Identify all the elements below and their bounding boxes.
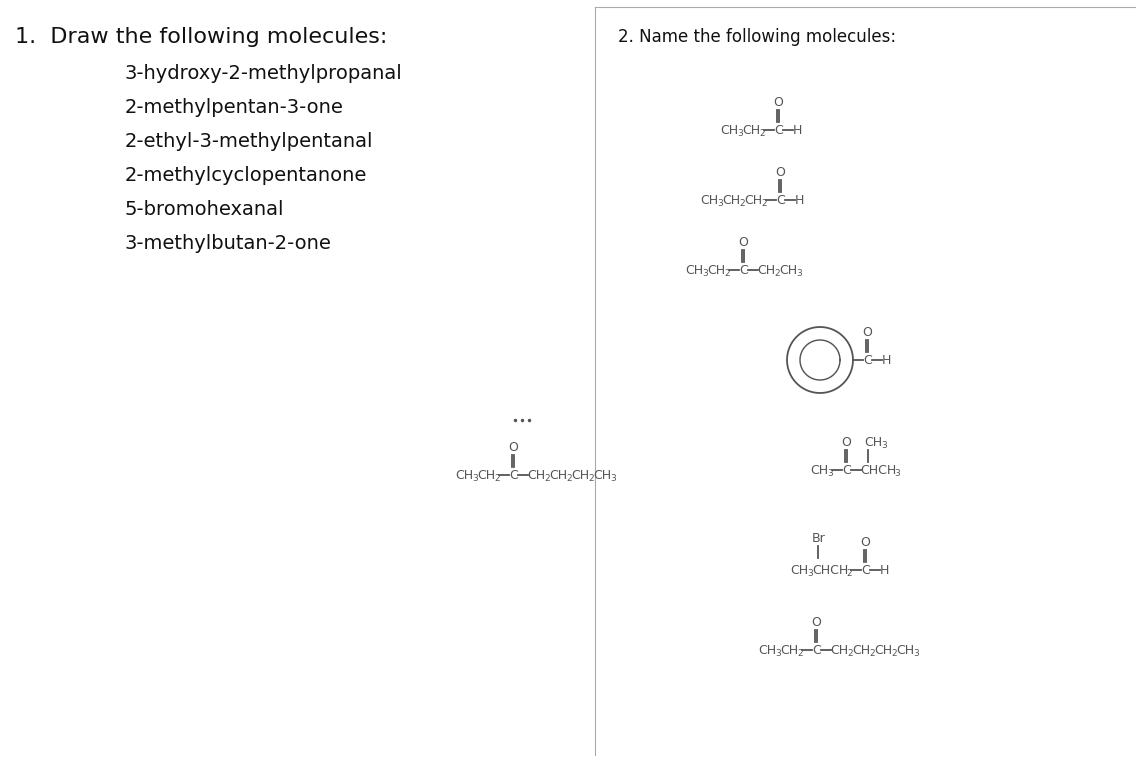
Text: CH: CH [780,643,798,656]
Text: 2-methylcyclopentanone: 2-methylcyclopentanone [125,165,367,184]
Text: 3: 3 [797,269,803,278]
Text: 3: 3 [717,199,723,208]
Text: 3-methylbutan-2-one: 3-methylbutan-2-one [125,233,332,252]
Text: 2: 2 [762,199,766,208]
Text: 2: 2 [759,129,765,138]
Text: CH: CH [811,464,828,477]
Text: CH: CH [720,123,738,136]
Text: O: O [862,325,872,338]
Text: 2. Name the following molecules:: 2. Name the following molecules: [618,28,896,46]
Text: 2-ethyl-3-methylpentanal: 2-ethyl-3-methylpentanal [125,132,374,151]
Text: 2: 2 [567,474,572,483]
Text: 2: 2 [494,474,499,483]
Text: O: O [775,165,785,178]
Text: 2: 2 [545,474,551,483]
Text: 2: 2 [724,269,730,278]
Text: C: C [863,353,872,366]
Text: CH: CH [707,263,725,276]
Text: CH: CH [742,123,760,136]
Text: O: O [773,96,783,109]
Text: O: O [860,536,870,549]
Text: O: O [508,441,518,454]
Text: 3: 3 [702,269,708,278]
Text: CHCH: CHCH [861,464,897,477]
Text: C: C [739,263,748,276]
Text: C: C [812,643,821,656]
Text: CH: CH [685,263,703,276]
Text: 2: 2 [797,649,803,658]
Text: CH: CH [528,468,546,481]
Text: CH: CH [757,263,775,276]
Text: 3: 3 [826,469,832,478]
Text: CH: CH [864,435,882,448]
Text: CH: CH [831,643,848,656]
Text: CH: CH [455,468,473,481]
Text: Br: Br [812,532,825,545]
Text: CH: CH [594,468,612,481]
Text: C: C [776,194,784,207]
Text: 2: 2 [847,649,853,658]
Text: 1.  Draw the following molecules:: 1. Draw the following molecules: [15,27,388,47]
Text: C: C [842,464,850,477]
Text: C: C [861,564,870,577]
Text: CH: CH [896,643,914,656]
Text: H: H [792,123,801,136]
Text: CH: CH [874,643,893,656]
Text: 3: 3 [881,441,887,450]
Text: O: O [811,616,821,629]
Text: O: O [738,236,748,249]
Text: 3: 3 [913,649,919,658]
Text: 3: 3 [472,474,478,483]
Text: 2: 2 [588,474,594,483]
Text: CH: CH [853,643,871,656]
Text: 2-methylpentan-3-one: 2-methylpentan-3-one [125,97,344,116]
Text: 3: 3 [736,129,743,138]
Text: CH: CH [780,263,798,276]
Text: CH: CH [700,194,718,207]
Text: 3: 3 [775,649,781,658]
Text: 3: 3 [611,474,617,483]
Text: 2: 2 [739,199,744,208]
Text: CH: CH [722,194,740,207]
Text: H: H [881,353,890,366]
Text: 3: 3 [807,569,813,578]
Text: 2: 2 [846,569,852,578]
Text: 2: 2 [774,269,780,278]
Text: H: H [795,194,804,207]
Text: CH: CH [571,468,589,481]
Text: O: O [841,435,850,448]
Text: 3-hydroxy-2-methylpropanal: 3-hydroxy-2-methylpropanal [125,63,402,83]
Text: 5-bromohexanal: 5-bromohexanal [125,200,285,219]
Text: CH: CH [758,643,776,656]
Text: CH: CH [477,468,495,481]
Text: CH: CH [549,468,568,481]
Text: CH: CH [790,564,808,577]
Text: CHCH: CHCH [812,564,848,577]
Text: 3: 3 [895,469,901,478]
Text: 2: 2 [870,649,876,658]
Text: CH: CH [744,194,763,207]
Text: C: C [774,123,783,136]
Text: C: C [508,468,518,481]
Text: H: H [879,564,889,577]
Text: 2: 2 [891,649,897,658]
